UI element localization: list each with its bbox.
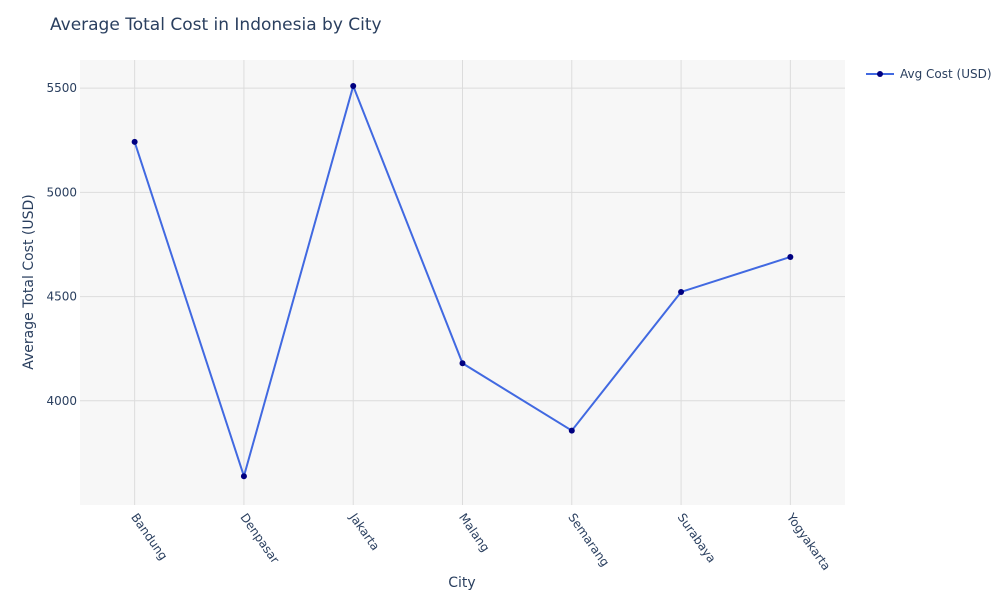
y-axis-ticks: 4000 4500 5000 5500	[46, 81, 77, 408]
x-tick-label: Semarang	[565, 511, 612, 569]
x-tick-label: Jakarta	[346, 510, 382, 553]
data-point[interactable]	[240, 473, 247, 480]
chart-title: Average Total Cost in Indonesia by City	[50, 15, 382, 35]
series-group	[131, 82, 794, 480]
x-tick-label: Malang	[456, 511, 492, 555]
data-point[interactable]	[678, 288, 685, 295]
legend[interactable]: Avg Cost (USD)	[866, 67, 992, 81]
x-axis-title: City	[448, 575, 475, 591]
y-tick-label: 5000	[46, 185, 77, 199]
data-point[interactable]	[350, 83, 357, 90]
data-point[interactable]	[787, 253, 794, 260]
data-point[interactable]	[568, 427, 575, 434]
x-tick-label: Bandung	[128, 511, 170, 563]
y-tick-label: 4000	[46, 394, 77, 408]
y-tick-label: 5500	[46, 81, 77, 95]
y-axis-title: Average Total Cost (USD)	[21, 194, 37, 370]
x-tick-label: Surabaya	[675, 511, 719, 566]
x-tick-label: Yogyakarta	[783, 510, 833, 573]
x-axis-ticks: Bandung Denpasar Jakarta Malang Semarang Sura…	[128, 510, 833, 573]
x-tick-label: Denpasar	[237, 511, 282, 566]
data-point[interactable]	[459, 360, 466, 367]
y-tick-label: 4500	[46, 290, 77, 304]
legend-marker-swatch	[877, 71, 883, 77]
gridlines	[80, 60, 845, 505]
data-point[interactable]	[131, 138, 138, 145]
legend-label: Avg Cost (USD)	[900, 67, 992, 81]
